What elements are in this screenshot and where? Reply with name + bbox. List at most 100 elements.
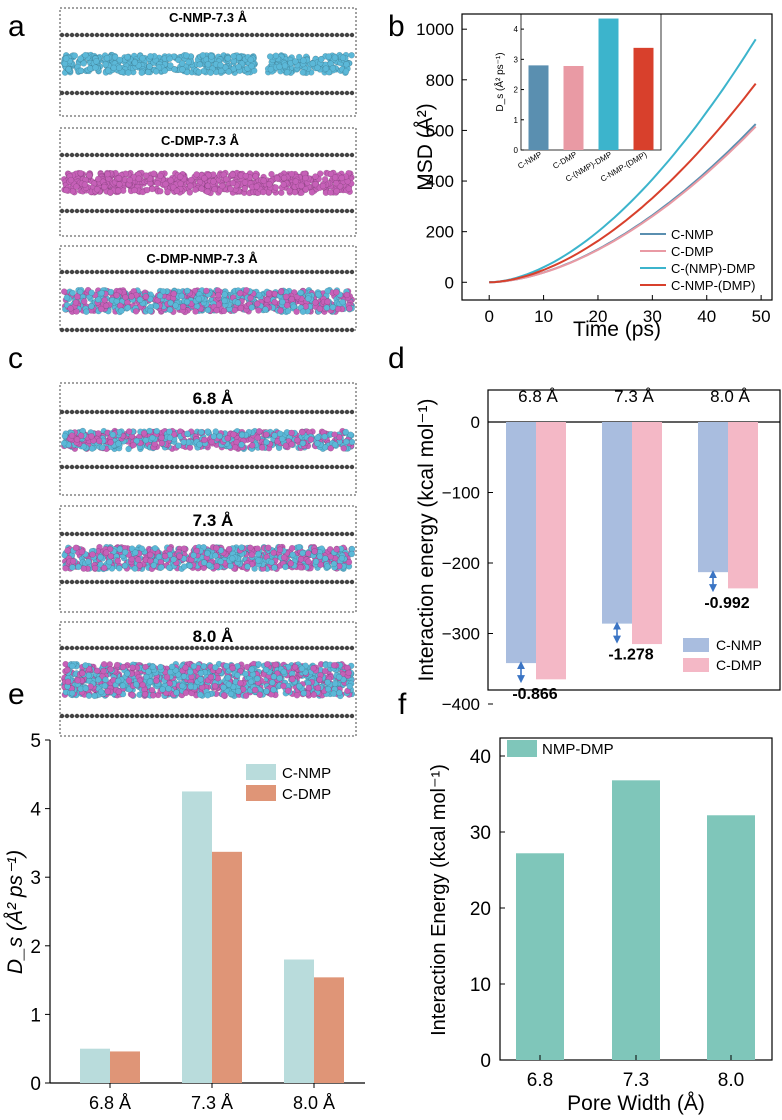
molecule-atom bbox=[253, 183, 260, 190]
molecule-atom bbox=[309, 60, 316, 67]
molecule-atom bbox=[64, 666, 71, 674]
molecule-atom bbox=[244, 563, 251, 570]
carbon-atom bbox=[154, 713, 160, 719]
carbon-atom bbox=[304, 645, 310, 651]
carbon-atom bbox=[69, 409, 75, 415]
carbon-atom bbox=[339, 531, 345, 537]
carbon-atom bbox=[319, 269, 325, 275]
x-tick-label: 10 bbox=[534, 307, 553, 326]
molecule-atom bbox=[97, 688, 105, 696]
molecule-atom bbox=[140, 430, 148, 437]
molecule-atom bbox=[281, 62, 289, 69]
carbon-atom bbox=[289, 713, 295, 719]
molecule-atom bbox=[113, 661, 121, 669]
molecule-atom bbox=[167, 62, 174, 69]
carbon-atom bbox=[309, 531, 315, 537]
carbon-atom bbox=[74, 32, 80, 38]
carbon-atom bbox=[179, 269, 185, 275]
carbon-atom bbox=[194, 90, 200, 96]
carbon-atom bbox=[174, 269, 180, 275]
carbon-atom bbox=[189, 269, 195, 275]
carbon-atom bbox=[69, 269, 75, 275]
molecule-atom bbox=[198, 185, 205, 192]
molecule-atom bbox=[298, 182, 305, 190]
molecule-atom bbox=[168, 663, 176, 670]
molecule-atom bbox=[175, 442, 182, 449]
molecule-atom bbox=[279, 298, 286, 306]
molecule-atom bbox=[157, 187, 164, 195]
carbon-atom bbox=[249, 269, 255, 275]
molecule-atom bbox=[310, 691, 318, 698]
carbon-atom bbox=[204, 713, 210, 719]
snapshot-label: C-DMP-NMP-7.3 Å bbox=[146, 251, 258, 266]
carbon-atom bbox=[294, 464, 300, 470]
carbon-atom bbox=[269, 90, 275, 96]
molecule-atom bbox=[149, 434, 156, 442]
carbon-atom bbox=[349, 152, 355, 158]
carbon-atom bbox=[274, 32, 280, 38]
molecule-atom bbox=[256, 691, 263, 698]
molecule-atom bbox=[302, 186, 309, 193]
molecule-atom bbox=[207, 673, 215, 681]
carbon-atom bbox=[179, 464, 185, 470]
molecule-atom bbox=[305, 684, 312, 692]
carbon-atom bbox=[99, 531, 105, 537]
carbon-atom bbox=[314, 90, 320, 96]
molecule-atom bbox=[138, 69, 145, 76]
carbon-atom bbox=[259, 579, 265, 585]
molecule-atom bbox=[65, 66, 72, 73]
carbon-atom bbox=[179, 409, 185, 415]
molecule-atom bbox=[167, 299, 174, 307]
carbon-atom bbox=[109, 645, 115, 651]
molecule-atom bbox=[338, 555, 346, 562]
carbon-atom bbox=[229, 713, 235, 719]
molecule-atom bbox=[104, 688, 112, 695]
molecule-atom bbox=[299, 308, 307, 315]
carbon-atom bbox=[224, 579, 230, 585]
carbon-atom bbox=[94, 269, 100, 275]
molecule-atom bbox=[176, 173, 184, 181]
carbon-atom bbox=[274, 327, 280, 333]
carbon-atom bbox=[154, 269, 160, 275]
carbon-atom bbox=[219, 327, 225, 333]
molecule-atom bbox=[170, 290, 178, 297]
carbon-atom bbox=[104, 90, 110, 96]
molecule-atom bbox=[81, 298, 88, 305]
molecule-atom bbox=[312, 173, 319, 180]
carbon-atom bbox=[234, 327, 240, 333]
molecule-atom bbox=[176, 553, 183, 560]
carbon-atom bbox=[284, 32, 290, 38]
molecule-atom bbox=[121, 549, 129, 556]
carbon-atom bbox=[79, 152, 85, 158]
carbon-atom bbox=[109, 269, 115, 275]
carbon-atom bbox=[329, 269, 335, 275]
carbon-atom bbox=[319, 208, 325, 214]
molecule-atom bbox=[125, 428, 133, 435]
molecule-atom bbox=[216, 432, 223, 440]
carbon-atom bbox=[339, 269, 345, 275]
carbon-atom bbox=[114, 208, 120, 214]
molecule-atom bbox=[101, 296, 108, 304]
molecule-atom bbox=[131, 186, 138, 194]
molecule-atom bbox=[116, 565, 123, 572]
carbon-atom bbox=[174, 464, 180, 470]
carbon-atom bbox=[204, 327, 210, 333]
carbon-atom bbox=[334, 152, 340, 158]
molecule-atom bbox=[205, 561, 213, 569]
carbon-atom bbox=[234, 269, 240, 275]
molecule-atom bbox=[106, 558, 113, 566]
molecule-atom bbox=[262, 306, 269, 313]
molecule-atom bbox=[321, 433, 328, 440]
carbon-atom bbox=[229, 579, 235, 585]
molecule-atom bbox=[311, 548, 318, 555]
molecule-atom bbox=[109, 431, 117, 438]
molecule-atom bbox=[136, 296, 144, 303]
molecule-atom bbox=[161, 67, 169, 75]
molecule-atom bbox=[288, 170, 295, 178]
carbon-atom bbox=[174, 327, 180, 333]
carbon-atom bbox=[199, 579, 205, 585]
carbon-atom bbox=[99, 579, 105, 585]
carbon-atom bbox=[344, 464, 350, 470]
carbon-atom bbox=[329, 32, 335, 38]
